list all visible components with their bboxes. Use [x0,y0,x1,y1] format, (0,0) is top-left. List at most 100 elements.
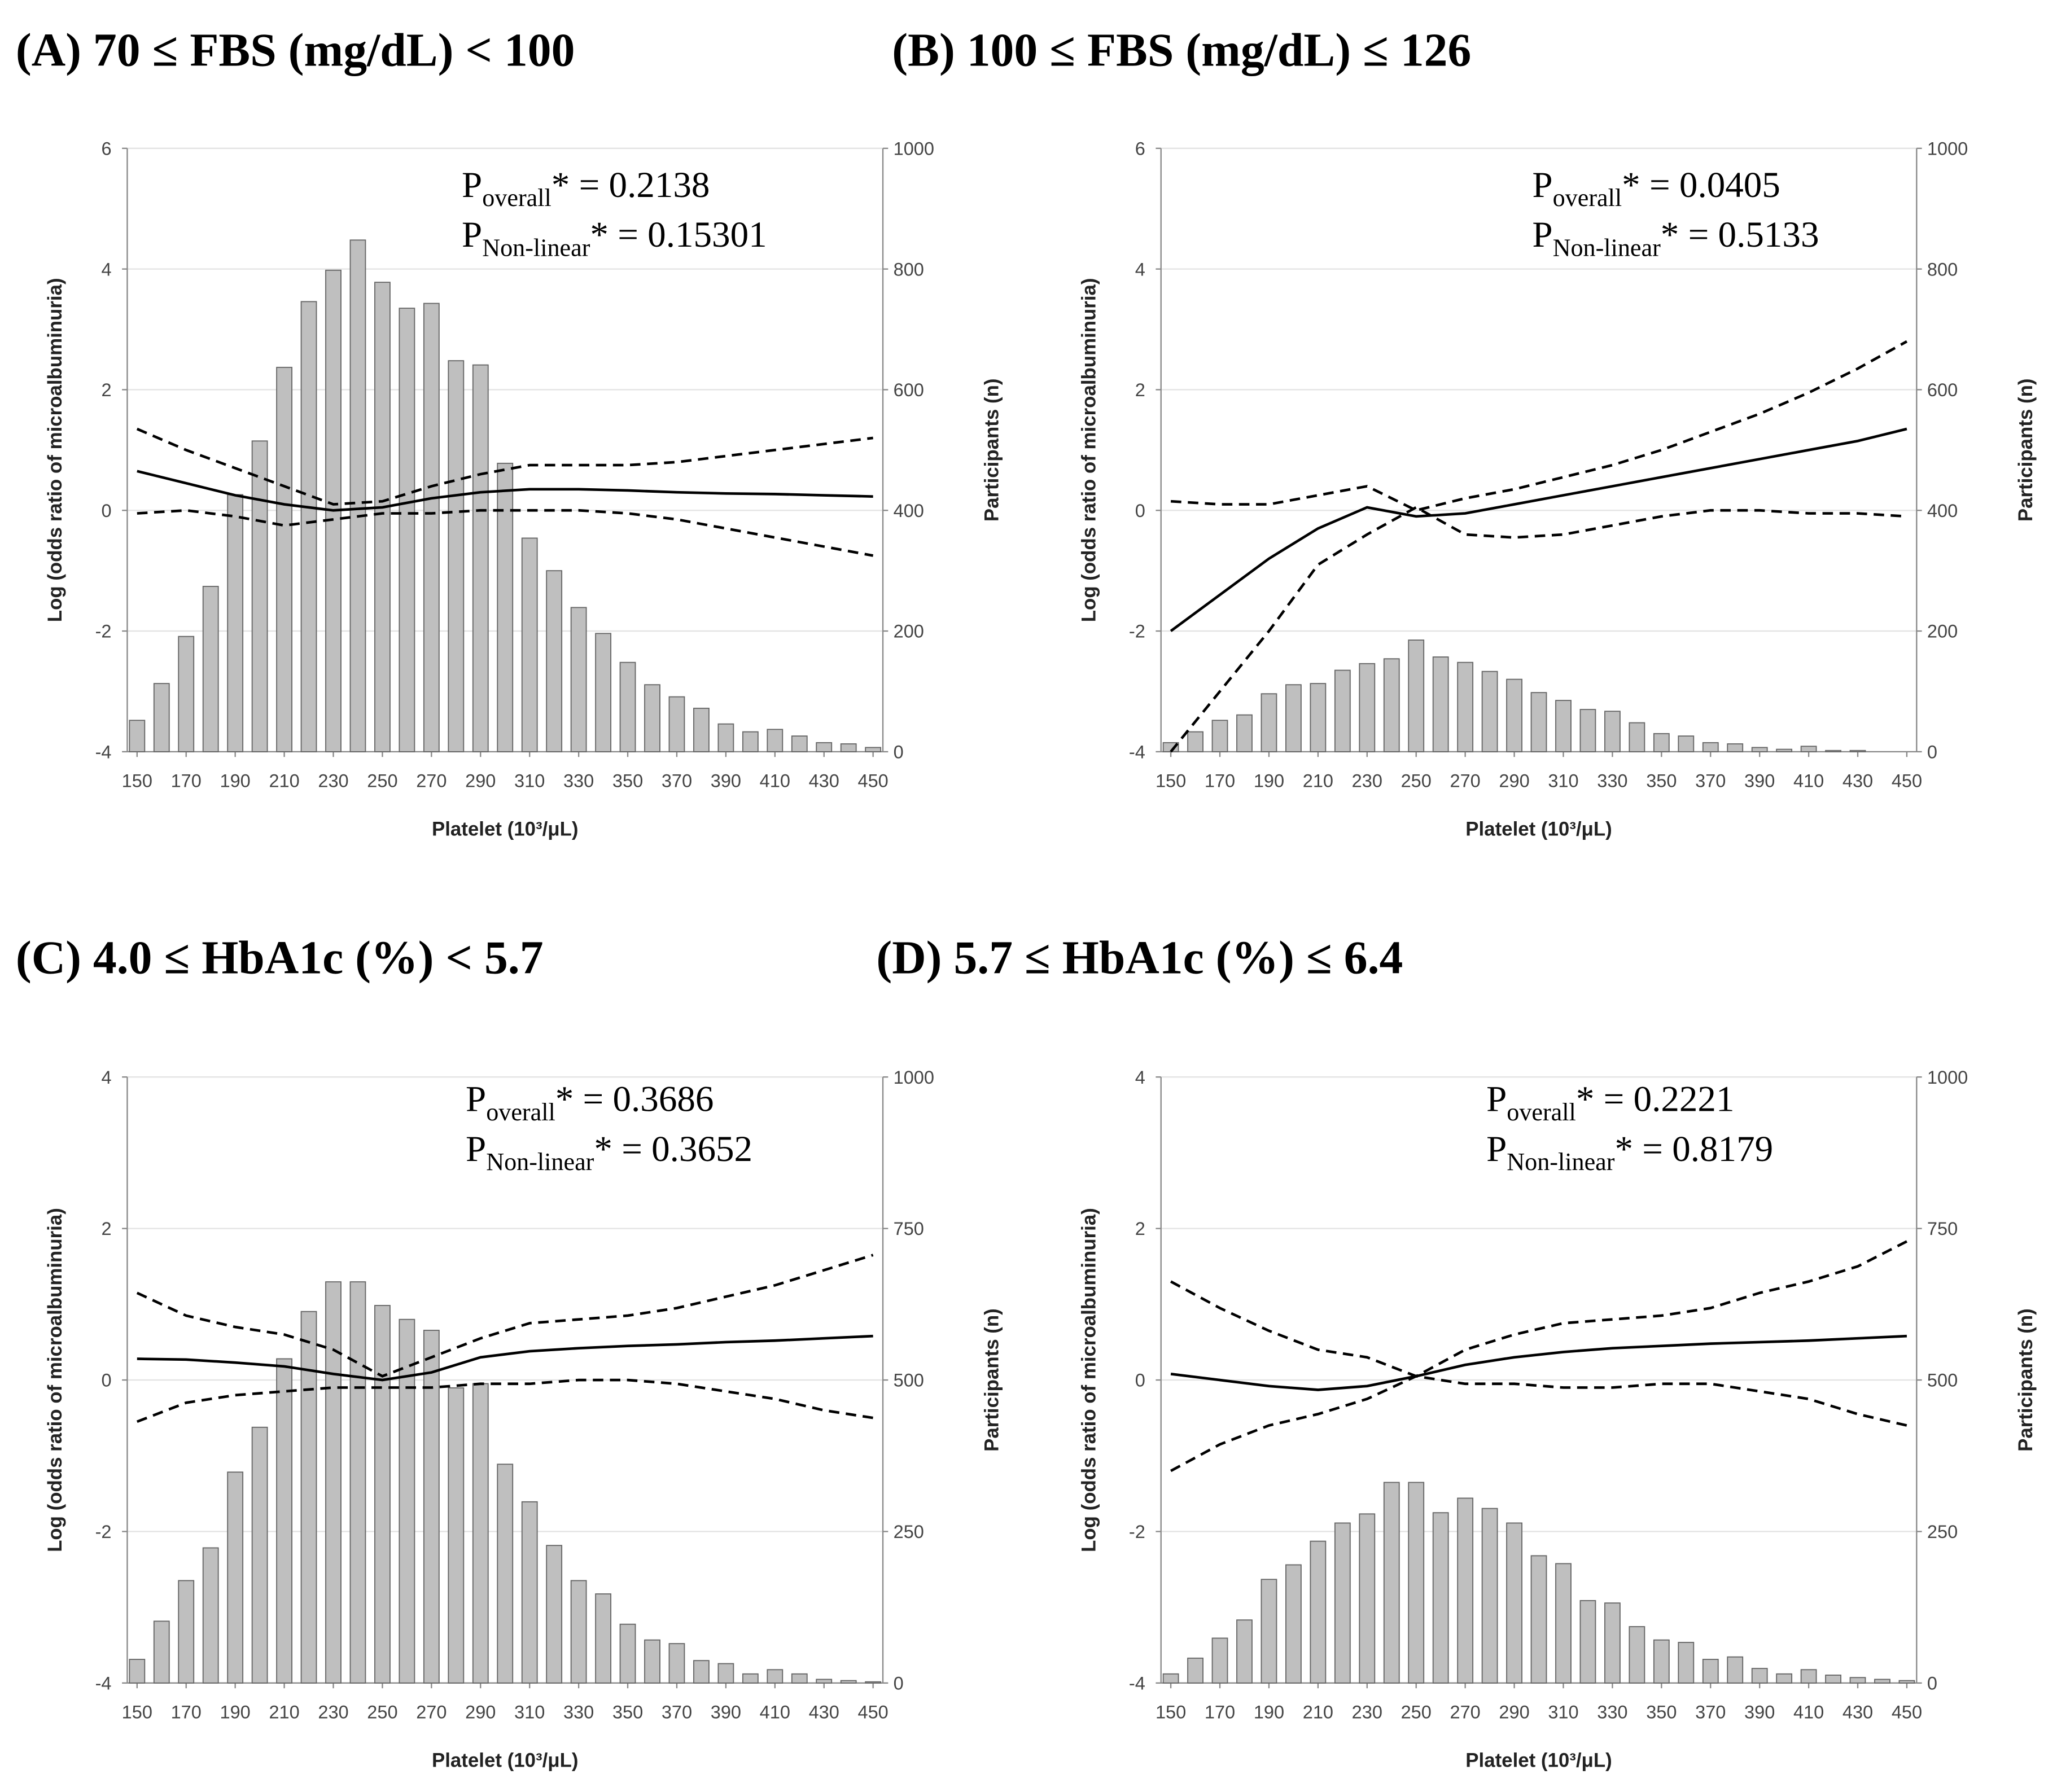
bar [349,1281,366,1684]
y-tick-label: 4 [101,1067,111,1088]
bar [1874,1679,1890,1684]
panel-title: (B) 100 ≤ FBS (mg/dL) ≤ 126 [892,24,1471,76]
y2-tick-label: 600 [894,380,924,400]
line [136,1254,874,1378]
bar [1555,1563,1572,1684]
bar [202,1547,219,1684]
bar [374,1305,391,1684]
bar [227,1471,244,1684]
y-axis-label: Log (odds ratio of microalbuminuria) [1078,278,1100,622]
y2-tick-label: 1000 [894,1067,934,1088]
x-tick-label: 270 [416,1702,447,1723]
p-subscript: Non-linear [486,1148,594,1176]
bar [300,1311,317,1684]
p-text: * = 0.2221 [1576,1079,1735,1120]
x-tick-label: 410 [1793,771,1824,791]
bar [1359,663,1376,752]
bar [742,731,759,752]
y-tick-label: -2 [95,1522,112,1542]
line [137,1334,873,1382]
p-symbol: P [462,165,482,205]
x-tick-label: 230 [318,771,348,791]
x-tick-label: 210 [269,1702,299,1723]
x-tick-label: 230 [318,1702,348,1723]
bar [865,1681,882,1684]
p-text: * = 0.3686 [555,1079,714,1120]
x-tick-label: 250 [367,771,397,791]
bar [1211,720,1228,752]
bar [129,1659,146,1684]
line [1170,1240,1908,1473]
x-tick-label: 230 [1352,771,1382,791]
p-subscript: overall [1507,1098,1576,1126]
line [136,1378,874,1423]
x-axis-label: Platelet (10³/μL) [1465,818,1612,840]
bar [276,1358,292,1684]
y2-axis-label: Participants (n) [2015,1308,2037,1452]
bar [570,1580,587,1684]
y-tick-label: -2 [95,621,112,642]
bar [374,282,391,752]
x-tick-label: 290 [465,771,496,791]
bar [1334,669,1351,752]
x-tick-label: 170 [171,771,202,791]
p-text: * = 0.3652 [594,1129,752,1169]
bar [472,1383,489,1684]
bar [521,537,538,752]
y2-axis-label: Participants (n) [981,379,1003,522]
bar [717,1663,734,1684]
y-tick-label: -2 [1129,1522,1145,1542]
bar [1727,1656,1744,1684]
bar [865,747,882,752]
x-tick-label: 390 [711,1702,741,1723]
bar [1825,1675,1841,1684]
x-tick-label: 410 [760,1702,790,1723]
bar [1678,1642,1695,1684]
p-text: * = 0.0405 [1622,165,1780,205]
y-tick-label: 4 [1135,1067,1145,1088]
bar [202,586,219,752]
bar [1653,1639,1670,1684]
bar [1678,735,1695,752]
p-symbol: P [462,214,482,255]
bar [546,1545,563,1684]
bar [325,1281,342,1684]
y2-tick-label: 750 [894,1219,924,1239]
x-tick-label: 190 [1254,1702,1284,1723]
p-symbol: P [1486,1129,1507,1169]
x-tick-label: 150 [122,771,152,791]
y2-tick-label: 500 [894,1370,924,1391]
bar [153,683,170,752]
bar [1530,1555,1547,1684]
x-tick-label: 250 [367,1702,397,1723]
p-text: * = 0.5133 [1661,214,1819,255]
x-tick-label: 250 [1401,1702,1432,1723]
x-tick-label: 190 [220,771,251,791]
bar [1481,1508,1498,1684]
x-tick-label: 310 [1548,1702,1578,1723]
y2-tick-label: 400 [894,501,924,521]
p-value: Poverall* = 0.3686 [466,1079,714,1126]
y-tick-label: -4 [95,742,112,762]
bar [1236,1619,1253,1684]
line [1170,340,1908,512]
bar [595,633,611,752]
x-tick-label: 330 [1597,771,1627,791]
p-text: * = 0.8179 [1614,1129,1773,1169]
bar [497,462,514,752]
bar [1629,722,1645,752]
bar [1187,731,1203,752]
p-value: PNon-linear* = 0.15301 [462,214,767,261]
bar [1334,1522,1351,1684]
bar [644,684,660,752]
bar [693,707,710,752]
bar [1285,1564,1302,1684]
y2-axis-label: Participants (n) [981,1308,1003,1452]
y-tick-label: 0 [1135,1370,1145,1391]
x-tick-label: 450 [858,1702,889,1723]
panel-title: (A) 70 ≤ FBS (mg/dL) < 100 [16,24,575,76]
bar [619,661,636,752]
bar [521,1501,538,1684]
bar [644,1639,660,1684]
x-tick-label: 450 [858,771,889,791]
